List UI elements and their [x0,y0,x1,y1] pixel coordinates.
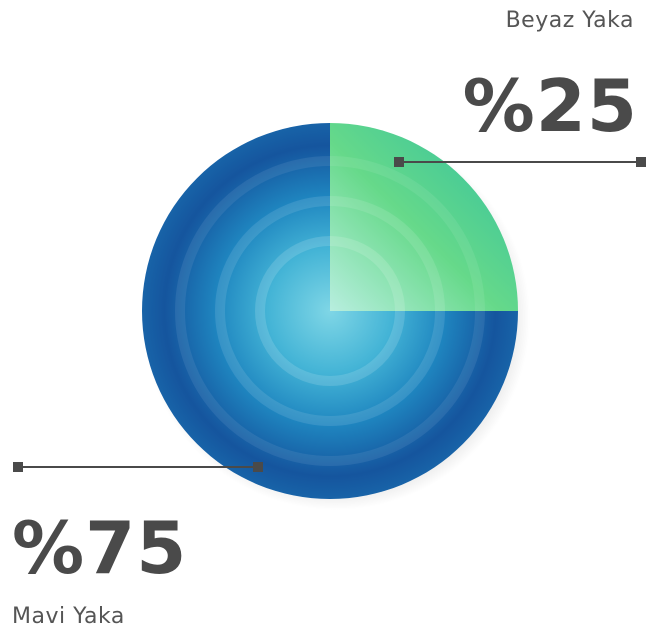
leader-end-mavi-yaka-outer [13,462,23,472]
texture-ring [175,156,485,466]
slice-value-beyaz-yaka: %25 [462,64,638,148]
slice-value-mavi-yaka: %75 [12,506,188,590]
texture-ring [215,196,445,426]
texture-ring [255,236,405,386]
pie-slice-beyaz-yaka [330,123,518,311]
slice-label-beyaz-yaka: Beyaz Yaka [505,8,634,33]
leader-end-mavi-yaka-inner [253,462,263,472]
pie-slice-mavi-yaka [142,123,518,499]
leader-end-beyaz-yaka-outer [636,157,646,167]
slice-label-mavi-yaka: Mavi Yaka [12,604,125,629]
leader-end-beyaz-yaka-inner [394,157,404,167]
